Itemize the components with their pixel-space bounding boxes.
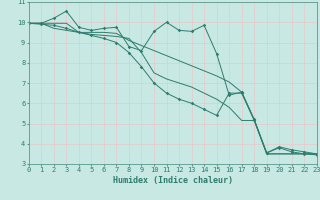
X-axis label: Humidex (Indice chaleur): Humidex (Indice chaleur)	[113, 176, 233, 185]
